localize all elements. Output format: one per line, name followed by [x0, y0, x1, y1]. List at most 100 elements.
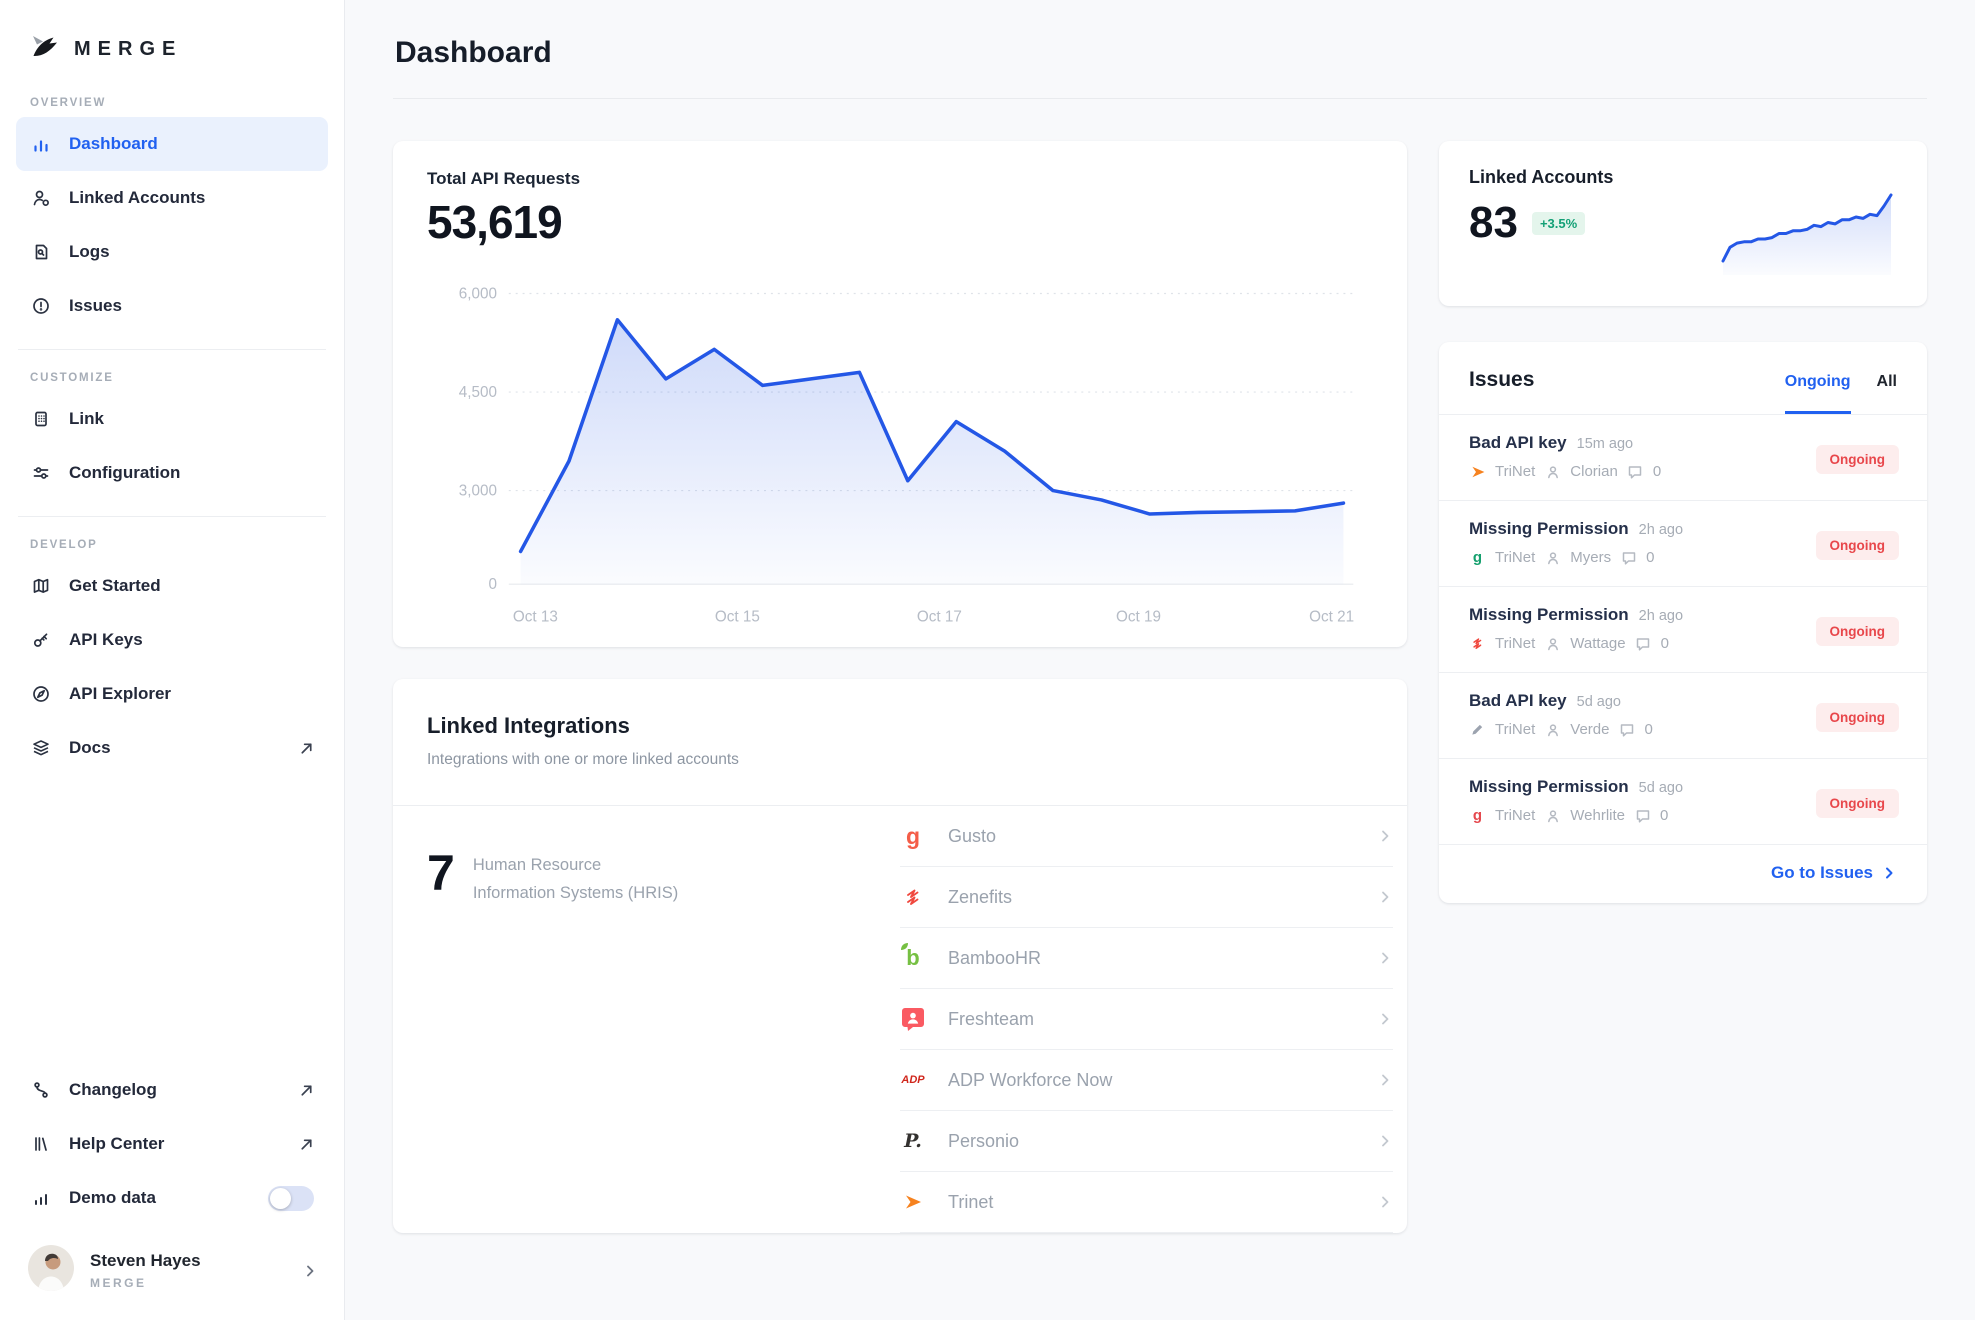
svg-text:Oct 15: Oct 15: [715, 609, 760, 626]
pen-icon: [1469, 721, 1486, 738]
gusto-green-icon: g: [1472, 549, 1483, 566]
issue-comment-count: 0: [1660, 635, 1669, 652]
chevron-right-icon: [1377, 1072, 1393, 1088]
sidebar-item-configuration[interactable]: Configuration: [16, 446, 328, 500]
sidebar-item-issues[interactable]: Issues: [16, 279, 328, 333]
person-link-icon: [30, 187, 52, 209]
sidebar-item-link[interactable]: Link: [16, 392, 328, 446]
key-icon: [30, 629, 52, 651]
sidebar-item-label: Linked Accounts: [69, 188, 206, 207]
demo-data-toggle[interactable]: [268, 1185, 314, 1211]
svg-text:Oct 21: Oct 21: [1309, 609, 1354, 626]
issue-time: 2h ago: [1638, 608, 1684, 624]
issue-row[interactable]: Missing Permission 2h ago TriNet Wattage…: [1439, 587, 1927, 673]
trinet-bird-icon: [1469, 463, 1486, 480]
svg-text:Oct 13: Oct 13: [513, 609, 558, 626]
integration-row-bamboohr[interactable]: b BambooHR: [900, 928, 1393, 990]
issue-user: Wehrlite: [1570, 807, 1626, 824]
main-content: Dashboard Total API Requests 53,619 0 3,0…: [345, 0, 1975, 1320]
tab-ongoing[interactable]: Ongoing: [1784, 373, 1851, 414]
personio-icon: P.: [904, 1130, 922, 1153]
go-to-issues-link[interactable]: Go to Issues: [1770, 863, 1873, 882]
sidebar-item-label: API Explorer: [69, 684, 172, 703]
avatar: [28, 1245, 74, 1296]
status-badge: Ongoing: [1815, 703, 1899, 732]
sidebar-divider: [18, 349, 326, 350]
integration-row-personio[interactable]: P. Personio: [900, 1111, 1393, 1173]
issue-integration: TriNet: [1495, 807, 1536, 824]
linked-integrations-card: Linked Integrations Integrations with on…: [393, 679, 1407, 1234]
sidebar-item-api-keys[interactable]: API Keys: [16, 613, 328, 667]
sidebar-item-api-explorer[interactable]: API Explorer: [16, 667, 328, 721]
sidebar: MERGE OVERVIEW Dashboard Linked Accounts…: [0, 0, 345, 1320]
gusto-icon: g: [905, 822, 921, 849]
comment-icon: [1627, 463, 1644, 480]
issues-title: Issues: [1469, 368, 1535, 391]
sidebar-item-dashboard[interactable]: Dashboard: [16, 117, 328, 171]
status-badge: Ongoing: [1815, 617, 1899, 646]
sidebar-item-logs[interactable]: Logs: [16, 225, 328, 279]
issue-row[interactable]: Missing Permission 5d ago g TriNet Wehrl…: [1439, 759, 1927, 845]
integration-name: BambooHR: [948, 947, 1042, 968]
issue-time: 5d ago: [1638, 780, 1684, 796]
bar-chart-icon: [30, 133, 52, 155]
hris-label-line1: Human Resource: [472, 856, 602, 875]
issue-row[interactable]: Missing Permission 2h ago g TriNet Myers…: [1439, 501, 1927, 587]
chevron-right-icon: [302, 1263, 318, 1279]
freshteam-icon: [900, 1006, 926, 1032]
sidebar-item-label: Demo data: [69, 1188, 156, 1207]
issue-title: Missing Permission: [1469, 605, 1629, 624]
issue-row[interactable]: Bad API key 5d ago TriNet Verde 0: [1439, 673, 1927, 759]
integration-row-freshteam[interactable]: Freshteam: [900, 989, 1393, 1051]
compass-icon: [30, 683, 52, 705]
issue-comment-count: 0: [1646, 549, 1655, 566]
sidebar-item-label: API Keys: [69, 630, 143, 649]
issue-user: Myers: [1570, 549, 1612, 566]
issue-integration: TriNet: [1495, 721, 1536, 738]
integration-row-adp[interactable]: ADP ADP Workforce Now: [900, 1050, 1393, 1112]
integration-row-zenefits[interactable]: Zenefits: [900, 867, 1393, 929]
person-icon: [1544, 807, 1561, 824]
section-label-overview: OVERVIEW: [30, 97, 107, 109]
tab-all[interactable]: All: [1876, 373, 1897, 390]
integration-name: ADP Workforce Now: [948, 1069, 1113, 1090]
sidebar-item-linked-accounts[interactable]: Linked Accounts: [16, 171, 328, 225]
issue-title: Bad API key: [1469, 433, 1567, 452]
issue-comment-count: 0: [1652, 463, 1662, 480]
sidebar-item-help-center[interactable]: Help Center: [16, 1117, 328, 1171]
issue-integration: TriNet: [1495, 635, 1536, 652]
chevron-right-icon: [1377, 889, 1393, 905]
merge-logo-icon: [30, 34, 60, 65]
svg-text:6,000: 6,000: [459, 285, 497, 302]
person-icon: [1544, 721, 1561, 738]
issue-title: Bad API key: [1469, 691, 1567, 710]
issue-row[interactable]: Bad API key 15m ago TriNet Clorian 0: [1439, 415, 1927, 501]
bars-icon: [30, 1187, 52, 1209]
integration-row-trinet[interactable]: Trinet: [900, 1172, 1393, 1234]
integration-name: Trinet: [948, 1191, 994, 1212]
external-link-icon: [299, 741, 314, 756]
sidebar-item-get-started[interactable]: Get Started: [16, 559, 328, 613]
sidebar-item-changelog[interactable]: Changelog: [16, 1063, 328, 1117]
integration-name: Zenefits: [948, 886, 1013, 907]
comment-icon: [1635, 635, 1652, 652]
sidebar-item-label: Dashboard: [69, 134, 158, 153]
integrations-subtitle: Integrations with one or more linked acc…: [427, 751, 739, 769]
sidebar-item-docs[interactable]: Docs: [16, 721, 328, 775]
issue-time: 15m ago: [1576, 436, 1634, 452]
section-label-develop: DEVELOP: [30, 539, 98, 551]
comment-icon: [1618, 721, 1635, 738]
person-icon: [1544, 635, 1561, 652]
issue-comment-count: 0: [1660, 807, 1669, 824]
sidebar-item-label: Configuration: [69, 463, 181, 482]
api-requests-chart: 0 3,000 4,500 6,000 Oct 13 Oct 15 Oct 17 Oct 19…: [427, 259, 1373, 633]
status-badge: Ongoing: [1815, 445, 1899, 474]
integration-row-gusto[interactable]: g Gusto: [900, 806, 1393, 868]
linked-accounts-title: Linked Accounts: [1469, 167, 1614, 187]
profile-row[interactable]: Steven Hayes MERGE: [16, 1225, 328, 1296]
linked-accounts-sparkline: [1717, 167, 1897, 284]
sidebar-item-label: Logs: [69, 242, 110, 261]
external-link-icon: [299, 1083, 314, 1098]
sidebar-bottom: Changelog Help Center Demo data: [16, 1063, 328, 1296]
